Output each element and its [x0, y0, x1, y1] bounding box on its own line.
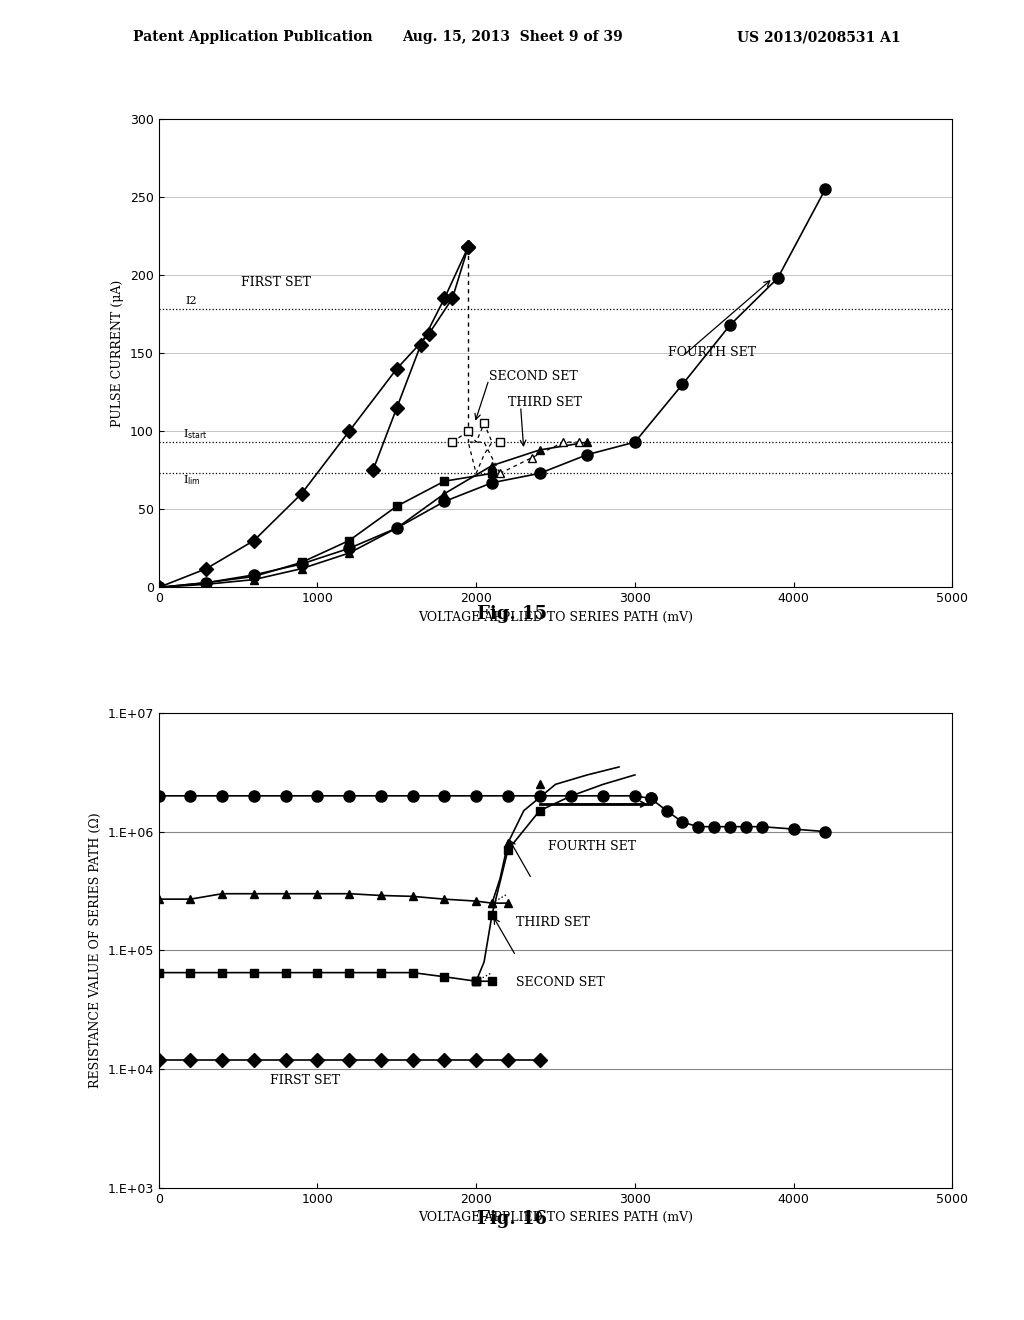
Text: FIRST SET: FIRST SET — [270, 1074, 340, 1088]
Text: Aug. 15, 2013  Sheet 9 of 39: Aug. 15, 2013 Sheet 9 of 39 — [401, 30, 623, 45]
Text: FOURTH SET: FOURTH SET — [548, 840, 636, 853]
Text: Patent Application Publication: Patent Application Publication — [133, 30, 373, 45]
Text: I$_\mathrm{lim}$: I$_\mathrm{lim}$ — [183, 474, 201, 487]
Text: Fig. 15: Fig. 15 — [477, 605, 547, 623]
Text: SECOND SET: SECOND SET — [516, 977, 604, 989]
Text: I2: I2 — [185, 296, 198, 306]
X-axis label: VOLTAGE APPLIED TO SERIES PATH (mV): VOLTAGE APPLIED TO SERIES PATH (mV) — [418, 1212, 693, 1225]
Y-axis label: RESISTANCE VALUE OF SERIES PATH (Ω): RESISTANCE VALUE OF SERIES PATH (Ω) — [89, 813, 102, 1088]
X-axis label: VOLTAGE APPLIED TO SERIES PATH (mV): VOLTAGE APPLIED TO SERIES PATH (mV) — [418, 611, 693, 624]
Text: FIRST SET: FIRST SET — [242, 276, 311, 289]
Text: Fig. 16: Fig. 16 — [477, 1210, 547, 1229]
Text: I$_\mathrm{start}$: I$_\mathrm{start}$ — [183, 426, 208, 441]
Text: US 2013/0208531 A1: US 2013/0208531 A1 — [737, 30, 901, 45]
Text: THIRD SET: THIRD SET — [516, 916, 590, 929]
Y-axis label: PULSE CURRENT (μA): PULSE CURRENT (μA) — [112, 280, 125, 426]
Text: THIRD SET: THIRD SET — [508, 396, 582, 409]
Text: SECOND SET: SECOND SET — [488, 370, 578, 383]
Text: FOURTH SET: FOURTH SET — [669, 346, 757, 359]
